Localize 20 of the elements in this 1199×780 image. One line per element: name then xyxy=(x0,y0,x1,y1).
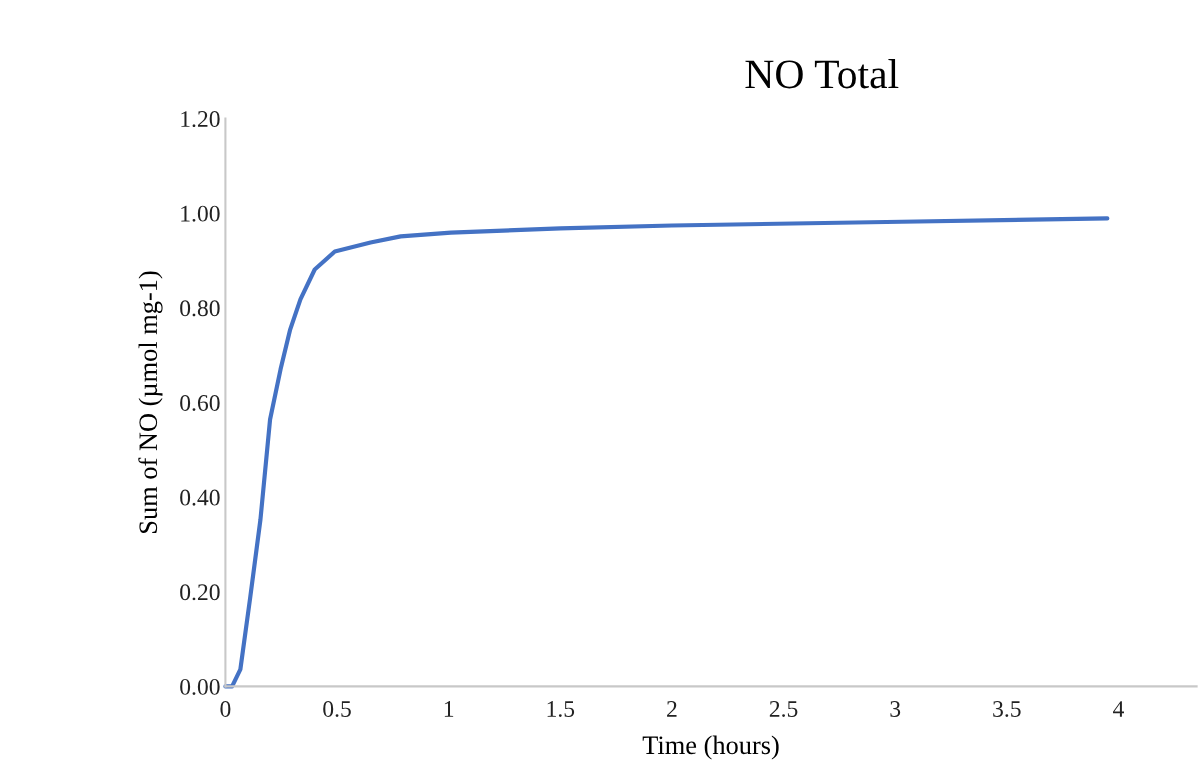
x-axis-title: Time (hours) xyxy=(642,735,779,760)
x-tick-label: 2 xyxy=(667,701,677,717)
x-tick-label: 4 xyxy=(1113,701,1124,717)
y-tick-label: 0.00 xyxy=(180,678,220,695)
chart-title: NO Total xyxy=(745,59,899,89)
x-tick-label: 1 xyxy=(444,701,454,717)
x-tick-label: 0 xyxy=(220,700,231,717)
line-series xyxy=(223,216,1110,689)
x-tick-label: 2.5 xyxy=(769,701,798,718)
y-tick-label: 0.60 xyxy=(180,394,220,412)
y-axis-title: Sum of NO (µmol mg-1) xyxy=(138,271,163,533)
y-tick-label: 0.80 xyxy=(180,300,220,317)
x-tick-label: 0.5 xyxy=(323,700,351,718)
y-tick-label: 0.40 xyxy=(180,489,220,506)
y-tick-label: 0.20 xyxy=(180,584,220,601)
x-tick-label: 1.5 xyxy=(547,701,575,718)
x-tick-label: 3.5 xyxy=(993,701,1021,718)
x-tick-label: 3 xyxy=(890,701,901,717)
y-tick-label: 1.00 xyxy=(181,205,220,222)
y-tick-label: 1.20 xyxy=(181,111,220,128)
